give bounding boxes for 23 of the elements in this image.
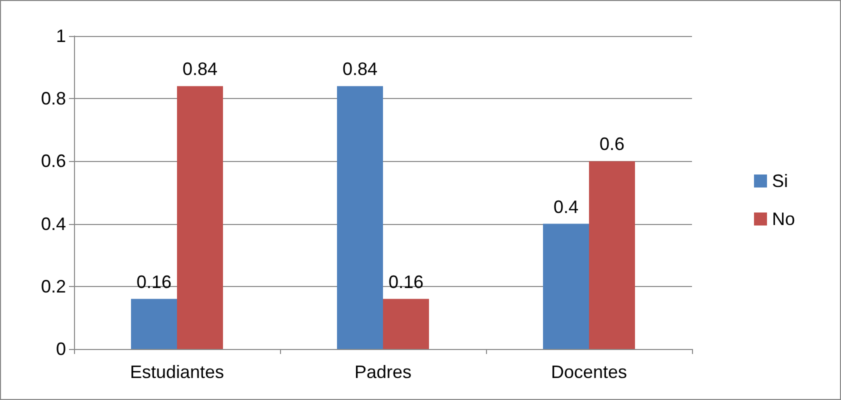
bar	[543, 224, 589, 349]
legend-label: Si	[772, 171, 788, 191]
data-label: 0.16	[136, 272, 172, 292]
y-tick-label: 0.8	[40, 88, 66, 109]
bar	[589, 161, 635, 349]
y-tick-label: 0.4	[40, 214, 66, 234]
y-tick-label: 1	[56, 26, 66, 46]
legend-label: No	[772, 209, 796, 229]
bar	[383, 298, 429, 349]
data-label: 0.84	[182, 59, 218, 80]
bar	[337, 86, 383, 349]
y-tick-label: 0	[56, 339, 66, 359]
x-tick-label: Estudiantes	[130, 362, 224, 382]
data-label: 0.6	[599, 134, 625, 154]
bar	[131, 298, 177, 349]
bar	[177, 86, 223, 349]
y-tick-label: 0.6	[40, 151, 66, 172]
y-tick-label: 0.2	[40, 276, 66, 296]
data-label: 0.4	[553, 196, 579, 217]
data-label: 0.84	[342, 59, 378, 80]
x-tick-label: Docentes	[550, 362, 628, 382]
x-tick-label: Padres	[354, 362, 412, 382]
data-label: 0.16	[388, 272, 424, 292]
